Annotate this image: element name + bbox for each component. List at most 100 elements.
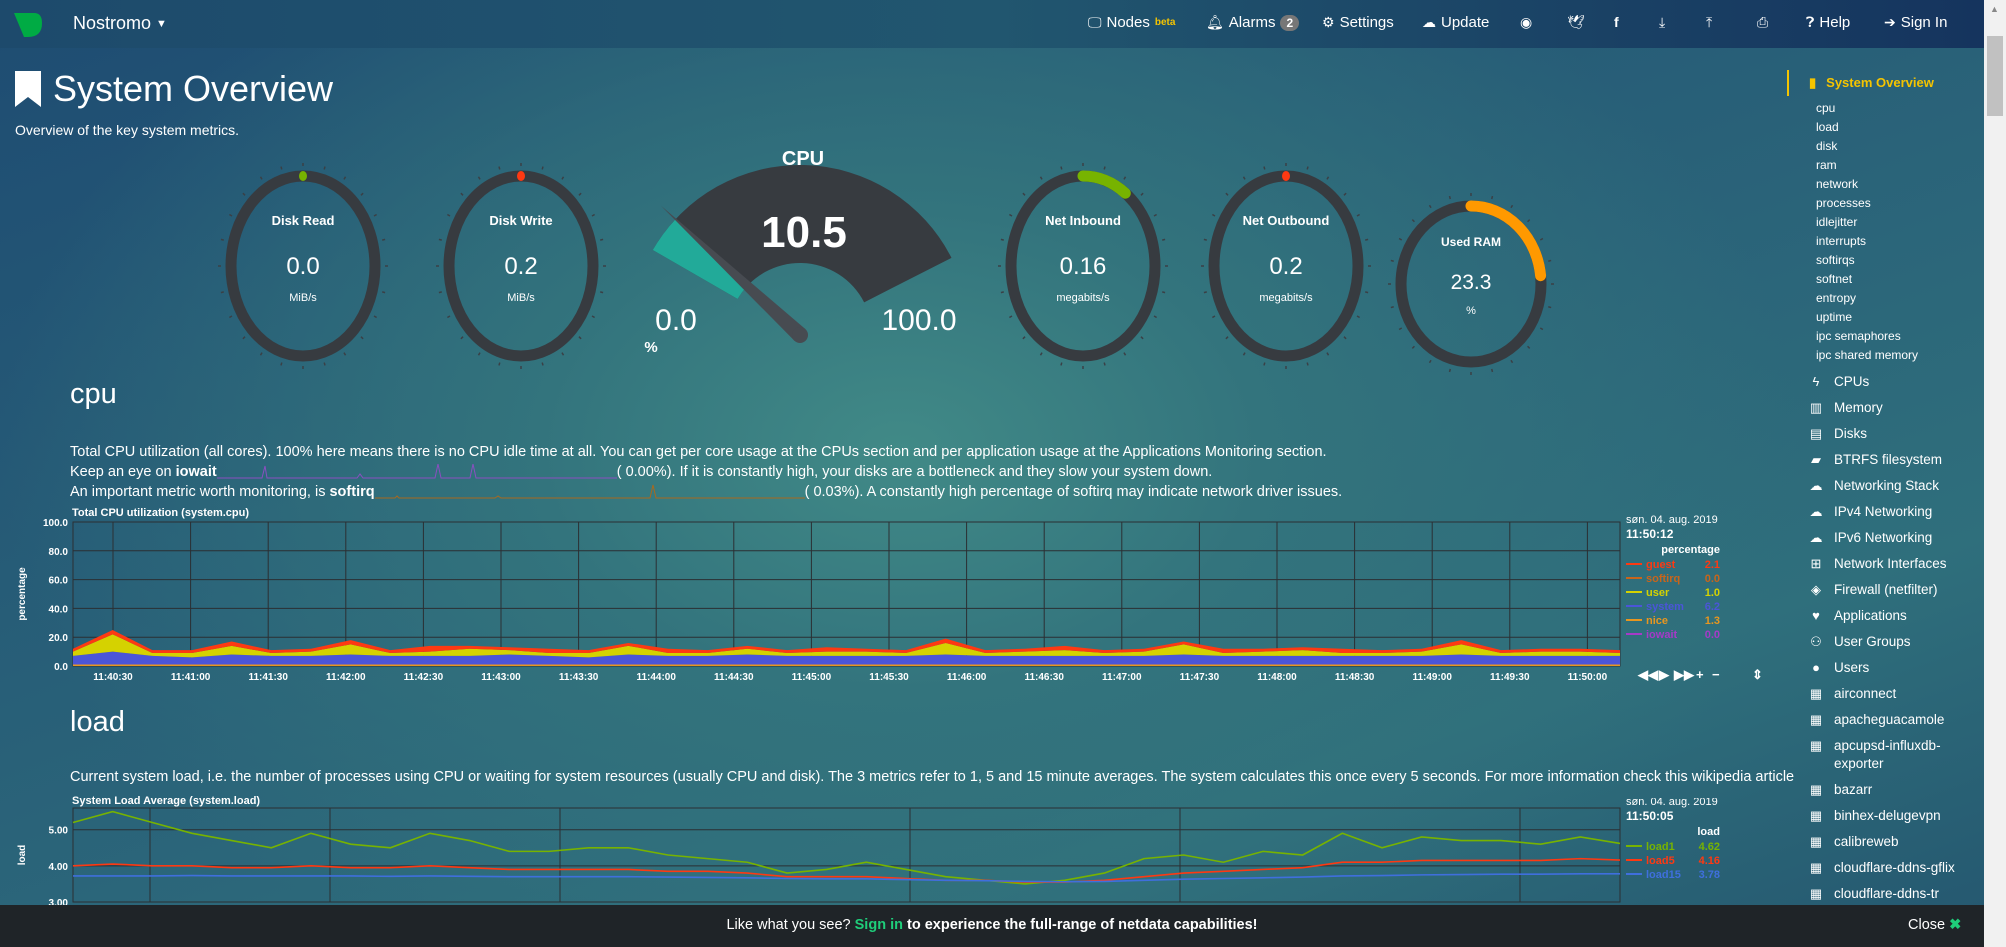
- gauge-tick: [460, 192, 464, 196]
- sidebar-subitem-cpu[interactable]: cpu: [1816, 101, 1836, 115]
- legend-series-name[interactable]: system: [1646, 601, 1684, 613]
- sidebar-item-label: User Groups: [1834, 634, 1911, 649]
- sidebar-item-user-groups[interactable]: ⚇ User Groups: [1809, 633, 1979, 651]
- legend-series-name[interactable]: guest: [1646, 559, 1676, 571]
- sidebar-subitem-idlejitter[interactable]: idlejitter: [1816, 215, 1858, 229]
- sidebar-item-label: CPUs: [1834, 374, 1870, 389]
- scrollbar-thumb[interactable]: [1987, 36, 2003, 116]
- load-chart[interactable]: 3.00 4.00 5.00 load søn. 04. aug. 201911:50:…: [0, 798, 1787, 908]
- zoom-in-icon[interactable]: +: [1696, 667, 1704, 682]
- settings-button[interactable]: ⚙ Settings: [1322, 14, 1394, 31]
- load-section-heading: load: [70, 706, 125, 738]
- sidebar-item-ipv6-networking[interactable]: ☁ IPv6 Networking: [1809, 529, 1979, 547]
- cpu-chart[interactable]: 0.0 20.0 40.0 60.0 80.0 100.0 percentage 11:40:…: [0, 510, 1787, 690]
- legend-series-name[interactable]: softirq: [1646, 573, 1680, 585]
- legend-series-name[interactable]: load1: [1646, 841, 1675, 853]
- sidebar-item-cloudflare-ddns-gflix[interactable]: ▦ cloudflare-ddns-gflix: [1809, 859, 1979, 877]
- sidebar-subitem-processes[interactable]: processes: [1816, 196, 1871, 210]
- x-tick-label: 11:47:00: [1102, 672, 1142, 683]
- sidebar-subitem-uptime[interactable]: uptime: [1816, 310, 1853, 324]
- gauge-tick: [1527, 219, 1531, 223]
- sidebar-item-system-overview[interactable]: ▮ System Overview: [1809, 75, 1934, 91]
- github-button[interactable]: ◉: [1520, 14, 1532, 31]
- sidebar-subitem-softnet[interactable]: softnet: [1816, 272, 1853, 286]
- sidebar-item-ipv4-networking[interactable]: ☁ IPv4 Networking: [1809, 503, 1979, 521]
- sidebar-item-bazarr[interactable]: ▦ bazarr: [1809, 781, 1979, 799]
- twitter-button[interactable]: 🕊︎: [1567, 14, 1585, 31]
- download-button[interactable]: ⤓: [1659, 14, 1665, 31]
- facebook-button[interactable]: f: [1614, 14, 1619, 30]
- alarms-button[interactable]: 🔔︎ Alarms 2: [1206, 14, 1300, 31]
- sidebar-item-label: IPv4 Networking: [1834, 504, 1933, 519]
- gauge-tick: [1123, 352, 1127, 356]
- sidebar-subitem-ipc-semaphores[interactable]: ipc semaphores: [1816, 329, 1901, 343]
- legend-series-name[interactable]: load15: [1646, 869, 1681, 881]
- sidebar-subitem-ram[interactable]: ram: [1816, 158, 1837, 172]
- sidebar-item-users[interactable]: ● Users: [1809, 659, 1979, 677]
- resize-icon[interactable]: ⇕: [1752, 667, 1763, 682]
- gauge-unit: megabits/s: [1056, 292, 1110, 304]
- sidebar-item-label: Users: [1834, 660, 1870, 675]
- sidebar-item-label: Disks: [1834, 426, 1867, 441]
- gauge-tick: [1225, 336, 1229, 340]
- sidebar-item-binhex-delugevpn[interactable]: ▦ binhex-delugevpn: [1809, 807, 1979, 825]
- zoom-out-icon[interactable]: −: [1712, 667, 1720, 682]
- sidebar-subitem-disk[interactable]: disk: [1816, 139, 1838, 153]
- page-scrollbar[interactable]: [1984, 0, 2006, 947]
- sidebar-item-applications[interactable]: ♥ Applications: [1809, 607, 1979, 625]
- print-button[interactable]: ⎙: [1757, 14, 1768, 31]
- y-tick-label: 100.0: [43, 518, 68, 529]
- x-tick-label: 11:42:00: [326, 672, 366, 683]
- sidebar-item-apacheguacamole[interactable]: ▦ apacheguacamole: [1809, 711, 1979, 729]
- legend-series-name[interactable]: user: [1646, 587, 1670, 599]
- sidebar-item-calibreweb[interactable]: ▦ calibreweb: [1809, 833, 1979, 851]
- sidebar-subitem-softirqs[interactable]: softirqs: [1816, 253, 1855, 267]
- node-selector[interactable]: Nostromo ▼: [73, 13, 167, 34]
- gauge-indicator-dot: [1282, 171, 1290, 181]
- sidebar-subitem-network[interactable]: network: [1816, 177, 1859, 191]
- netdata-logo-icon[interactable]: [12, 11, 44, 39]
- banner-pre: Like what you see?: [726, 917, 855, 933]
- sign-in-button[interactable]: ➔ Sign In: [1884, 14, 1947, 31]
- sidebar-item-label: binhex-delugevpn: [1834, 808, 1941, 823]
- sidebar-subitem-entropy[interactable]: entropy: [1816, 291, 1857, 305]
- gauge-tick: [229, 213, 233, 217]
- pan-right-icon[interactable]: ▶▶: [1673, 667, 1695, 682]
- legend-series-name[interactable]: nice: [1646, 615, 1668, 627]
- banner-signin-link[interactable]: Sign in: [854, 917, 903, 933]
- sidebar-item-memory[interactable]: ▥ Memory: [1809, 399, 1979, 417]
- play-icon[interactable]: ▶: [1658, 667, 1670, 682]
- sidebar-item-airconnect[interactable]: ▦ airconnect: [1809, 685, 1979, 703]
- folder-icon: ▰: [1811, 452, 1821, 467]
- nodes-button[interactable]: 🖵 Nodes beta: [1088, 14, 1175, 31]
- sidebar-item-cloudflare-ddns-tr[interactable]: ▦ cloudflare-ddns-tr: [1809, 885, 1979, 903]
- upload-button[interactable]: ⤒: [1706, 14, 1712, 31]
- legend-series-value: 0.0: [1705, 629, 1720, 641]
- help-button[interactable]: ❓︎ Help: [1806, 14, 1850, 31]
- y-axis-label: percentage: [17, 567, 28, 621]
- legend-series-name[interactable]: load5: [1646, 855, 1675, 867]
- sidebar-subitem-load[interactable]: load: [1816, 120, 1839, 134]
- sidebar-item-disks[interactable]: ▤ Disks: [1809, 425, 1979, 443]
- scroll-up-arrow-icon[interactable]: ▲: [1990, 4, 1999, 14]
- sidebar-item-btrfs-filesystem[interactable]: ▰ BTRFS filesystem: [1809, 451, 1979, 469]
- update-button[interactable]: ☁ Update: [1422, 14, 1489, 31]
- banner-close-button[interactable]: Close ✖: [1908, 917, 1961, 933]
- sidebar-item-networking-stack[interactable]: ☁ Networking Stack: [1809, 477, 1979, 495]
- gauge-fill-arc: [1465, 200, 1547, 282]
- gauge-unit: megabits/s: [1259, 292, 1313, 304]
- x-tick-label: 11:44:00: [636, 672, 676, 683]
- sidebar-item-apcupsd-influxdb-exporter[interactable]: ▦ apcupsd-influxdb-exporter: [1809, 737, 1979, 773]
- sidebar-item-cpus[interactable]: ϟ CPUs: [1809, 373, 1979, 391]
- sidebar-item-firewall-netfilter-[interactable]: ◈ Firewall (netfilter): [1809, 581, 1979, 599]
- gauge-tick: [1398, 327, 1403, 331]
- y-tick-label: 80.0: [49, 547, 69, 558]
- series-area-softirq: [73, 630, 1620, 651]
- sidebar-subitem-ipc-shared-memory[interactable]: ipc shared memory: [1816, 348, 1919, 362]
- sidebar-subitem-interrupts[interactable]: interrupts: [1816, 234, 1867, 248]
- pan-left-icon[interactable]: ◀◀: [1637, 667, 1659, 682]
- sidebar-item-network-interfaces[interactable]: ⊞ Network Interfaces: [1809, 555, 1979, 573]
- series-area-user: [73, 634, 1620, 658]
- legend-series-name[interactable]: iowait: [1646, 629, 1678, 641]
- gauge-tick: [498, 362, 501, 366]
